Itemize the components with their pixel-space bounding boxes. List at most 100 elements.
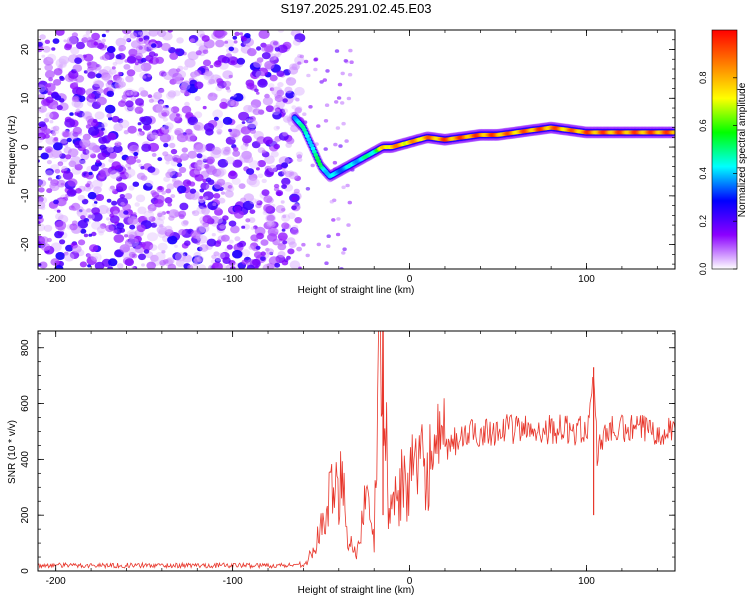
- colorbar-tick-label: 0.2: [698, 215, 708, 228]
- noise-blob: [118, 47, 124, 52]
- noise-blob: [272, 111, 282, 120]
- noise-blob: [204, 196, 209, 200]
- noise-blob: [243, 224, 251, 230]
- noise-blob: [137, 128, 142, 132]
- noise-blob: [129, 224, 136, 230]
- noise-blob: [187, 150, 198, 159]
- noise-blob: [75, 87, 86, 96]
- ridge-core: [316, 159, 321, 164]
- noise-blob: [109, 170, 121, 180]
- noise-blob: [269, 221, 276, 228]
- noise-blob: [63, 39, 67, 43]
- noise-blob: [228, 74, 233, 79]
- noise-blob: [72, 64, 83, 73]
- noise-blob: [224, 248, 229, 252]
- noise-blob: [229, 128, 241, 138]
- noise-blob: [265, 213, 276, 223]
- noise-blob: [41, 54, 46, 58]
- noise-blob: [87, 71, 96, 79]
- transition-blob: [349, 60, 354, 64]
- noise-blob: [38, 223, 46, 232]
- noise-blob: [130, 40, 141, 49]
- snr-x-label: Height of straight line (km): [298, 585, 415, 596]
- noise-blob: [164, 225, 173, 233]
- noise-blob: [43, 224, 53, 232]
- noise-blob: [96, 96, 107, 106]
- noise-blob: [206, 166, 217, 175]
- noise-blob: [236, 57, 246, 65]
- noise-blob: [82, 134, 91, 141]
- noise-blob: [93, 41, 99, 46]
- noise-blob: [252, 258, 261, 266]
- noise-blob: [126, 90, 133, 96]
- noise-blob: [179, 153, 189, 161]
- noise-blob: [277, 82, 284, 88]
- noise-blob: [195, 143, 207, 153]
- noise-blob: [226, 88, 232, 93]
- x-tick-label: -200: [46, 274, 66, 285]
- noise-blob: [77, 219, 89, 229]
- noise-blob: [127, 125, 137, 134]
- noise-blob: [45, 96, 54, 104]
- noise-blob: [260, 256, 266, 261]
- noise-blob: [129, 216, 139, 225]
- noise-blob: [79, 138, 91, 148]
- noise-blob: [175, 48, 181, 53]
- spectrogram-noise-field: [38, 30, 355, 269]
- transition-blob: [341, 251, 346, 255]
- noise-blob: [125, 241, 132, 247]
- noise-blob: [194, 111, 203, 119]
- transition-blob: [302, 120, 308, 124]
- noise-blob: [137, 206, 147, 215]
- noise-blob: [296, 157, 303, 162]
- noise-blob: [93, 201, 98, 204]
- noise-blob: [51, 47, 56, 51]
- ridge-core: [314, 156, 320, 160]
- noise-blob: [162, 117, 168, 122]
- noise-blob: [70, 225, 82, 234]
- noise-blob: [177, 162, 183, 168]
- noise-blob: [294, 107, 302, 114]
- noise-blob: [138, 253, 146, 261]
- colorbar-label: Normalized spectral amplitude: [737, 82, 748, 217]
- ridge-core: [312, 149, 317, 154]
- noise-blob: [184, 101, 190, 107]
- noise-blob: [123, 130, 129, 135]
- noise-blob: [217, 131, 222, 135]
- noise-blob: [143, 249, 150, 254]
- noise-blob: [147, 204, 157, 212]
- noise-blob: [258, 30, 270, 39]
- noise-blob: [250, 99, 262, 108]
- noise-blob: [80, 160, 87, 165]
- noise-blob: [126, 69, 136, 77]
- noise-blob: [38, 201, 46, 210]
- noise-blob: [123, 64, 131, 70]
- noise-blob: [250, 226, 256, 231]
- noise-blob: [262, 136, 273, 145]
- noise-blob: [215, 39, 225, 48]
- noise-blob: [156, 189, 162, 194]
- noise-blob: [240, 144, 248, 151]
- noise-blob: [199, 188, 205, 193]
- noise-blob: [47, 91, 53, 96]
- noise-blob: [74, 163, 83, 171]
- y-tick-label: 200: [20, 506, 31, 523]
- noise-blob: [57, 161, 64, 167]
- noise-blob: [66, 137, 72, 143]
- noise-blob: [58, 55, 70, 65]
- transition-blob: [302, 112, 307, 116]
- noise-blob: [203, 191, 214, 201]
- transition-blob: [348, 48, 353, 53]
- y-tick-label: 0: [20, 568, 31, 574]
- noise-blob: [115, 54, 122, 60]
- noise-blob: [227, 171, 238, 180]
- noise-blob: [57, 230, 65, 236]
- noise-blob: [156, 225, 168, 235]
- noise-blob: [174, 244, 178, 248]
- noise-blob: [273, 183, 280, 189]
- noise-blob: [274, 107, 282, 113]
- x-tick-label: -100: [223, 576, 243, 587]
- noise-blob: [218, 197, 226, 204]
